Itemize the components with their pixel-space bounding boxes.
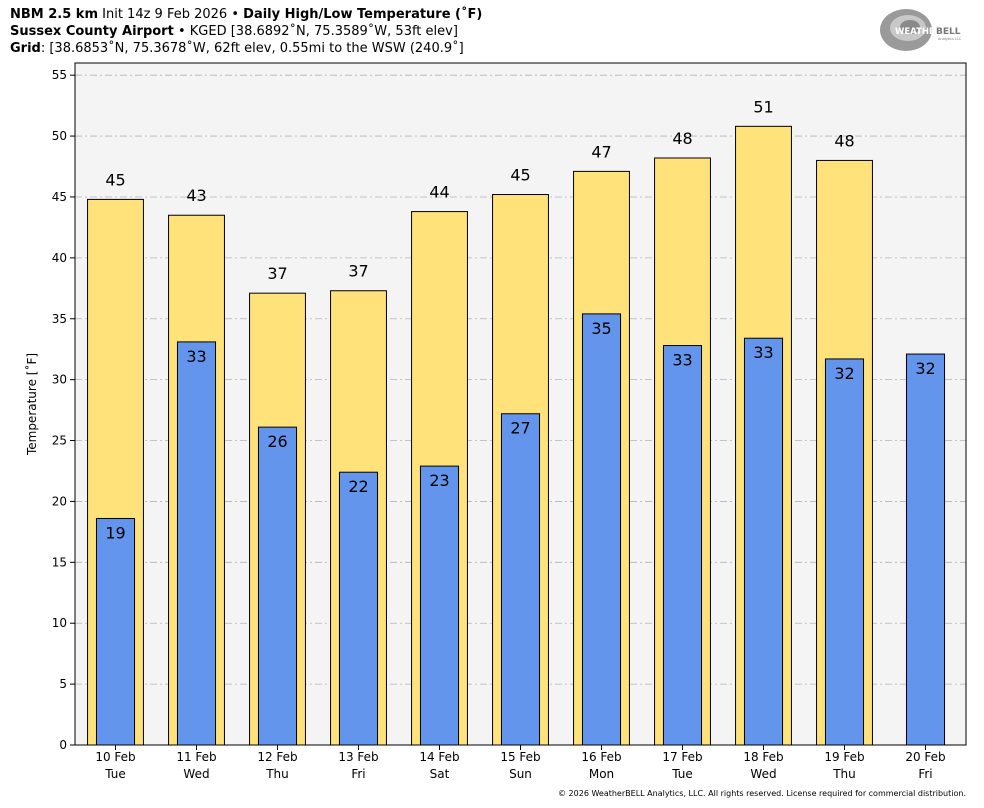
init-time: Init 14z 9 Feb 2026 [102, 7, 228, 22]
low-bar [257, 426, 298, 746]
low-label: 27 [510, 419, 530, 438]
low-bar [824, 358, 865, 746]
bars: 45 43 37 37 44 45 47 48 51 48 19 33 26 22 23 27 35 33 33 32… [87, 97, 946, 746]
x-tick-label: 13 Feb [338, 750, 378, 764]
y-axis: 0 5 10 15 20 25 30 35 40 45 50 55 [52, 68, 75, 752]
y-tick-label: 40 [52, 251, 67, 265]
separator: • [177, 24, 186, 39]
y-tick-label: 0 [59, 738, 67, 752]
logo-text-bell: BELL [936, 27, 961, 37]
x-tick-weekday: Thu [832, 767, 856, 781]
low-bar [419, 465, 460, 746]
x-tick-label: 15 Feb [500, 750, 540, 764]
separator: • [231, 7, 240, 22]
grid-info: : [38.6853˚N, 75.3678˚W, 62ft elev, 0.55… [40, 41, 464, 56]
x-tick-label: 10 Feb [95, 750, 135, 764]
weatherbell-logo: WEATHER BELL Analytics LLC [880, 9, 962, 51]
y-tick-label: 45 [52, 190, 67, 204]
low-bar [743, 337, 784, 746]
low-label: 33 [186, 347, 206, 366]
copyright: © 2026 WeatherBELL Analytics, LLC. All r… [558, 789, 966, 798]
header-line-2: Sussex County Airport • KGED [38.6892˚N,… [10, 23, 482, 40]
x-tick-weekday: Thu [265, 767, 289, 781]
low-label: 23 [429, 471, 449, 490]
y-tick-label: 25 [52, 434, 67, 448]
y-tick-label: 55 [52, 68, 67, 82]
x-tick-label: 14 Feb [419, 750, 459, 764]
high-label: 44 [429, 183, 449, 202]
x-tick-weekday: Mon [589, 767, 614, 781]
low-label: 32 [834, 364, 854, 383]
station-name: Sussex County Airport [10, 24, 174, 39]
x-tick-label: 17 Feb [662, 750, 702, 764]
chart-title: Daily High/Low Temperature (˚F) [243, 7, 483, 22]
low-bar [338, 471, 379, 746]
x-tick-label: 19 Feb [824, 750, 864, 764]
high-label: 48 [834, 131, 854, 150]
x-tick-label: 20 Feb [905, 750, 945, 764]
logo-subtext: Analytics LLC [938, 37, 962, 41]
high-label: 37 [267, 264, 287, 283]
chart-header: NBM 2.5 km Init 14z 9 Feb 2026 • Daily H… [10, 6, 482, 57]
grid-label: Grid [10, 41, 41, 56]
header-line-3: Grid: [38.6853˚N, 75.3678˚W, 62ft elev, … [10, 40, 482, 57]
x-tick-weekday: Fri [351, 767, 365, 781]
low-label: 35 [591, 319, 611, 338]
y-tick-label: 35 [52, 312, 67, 326]
x-tick-weekday: Tue [671, 767, 693, 781]
low-bar [905, 353, 946, 746]
low-bar [581, 313, 622, 746]
low-bar [176, 341, 217, 746]
high-label: 37 [348, 262, 368, 281]
x-tick-label: 11 Feb [176, 750, 216, 764]
header-line-1: NBM 2.5 km Init 14z 9 Feb 2026 • Daily H… [10, 6, 482, 23]
low-bar [662, 345, 703, 746]
y-tick-label: 15 [52, 555, 67, 569]
station-info: KGED [38.6892˚N, 75.3589˚W, 53ft elev] [189, 24, 458, 39]
x-tick-label: 12 Feb [257, 750, 297, 764]
x-tick-weekday: Fri [918, 767, 932, 781]
x-axis: 10 Feb Tue 11 Feb Wed 12 Feb Thu 13 Feb Fri 14 F… [95, 745, 946, 781]
x-tick-weekday: Sun [509, 767, 532, 781]
high-label: 43 [186, 186, 206, 205]
plot-frame [74, 62, 967, 746]
low-label: 33 [672, 351, 692, 370]
x-tick-weekday: Wed [750, 767, 776, 781]
model-name: NBM 2.5 km [10, 7, 98, 22]
high-label: 45 [105, 170, 125, 189]
x-tick-weekday: Sat [430, 767, 450, 781]
low-label: 33 [753, 343, 773, 362]
x-tick-label: 18 Feb [743, 750, 783, 764]
y-tick-label: 30 [52, 373, 67, 387]
y-tick-label: 20 [52, 494, 67, 508]
low-label: 19 [105, 523, 125, 542]
high-label: 47 [591, 142, 611, 161]
low-bar [95, 517, 136, 746]
high-label: 48 [672, 129, 692, 148]
x-tick-label: 16 Feb [581, 750, 621, 764]
y-tick-label: 5 [59, 677, 67, 691]
low-label: 26 [267, 432, 287, 451]
low-bar [500, 413, 541, 746]
y-axis-label: Temperature [˚F] [24, 353, 39, 456]
low-label: 32 [915, 359, 935, 378]
y-tick-label: 10 [52, 616, 67, 630]
low-label: 22 [348, 477, 368, 496]
x-tick-weekday: Tue [104, 767, 126, 781]
y-tick-label: 50 [52, 129, 67, 143]
x-tick-weekday: Wed [183, 767, 209, 781]
high-label: 45 [510, 166, 530, 185]
high-label: 51 [753, 97, 773, 116]
logo-text-weather: WEATHER [895, 27, 942, 37]
